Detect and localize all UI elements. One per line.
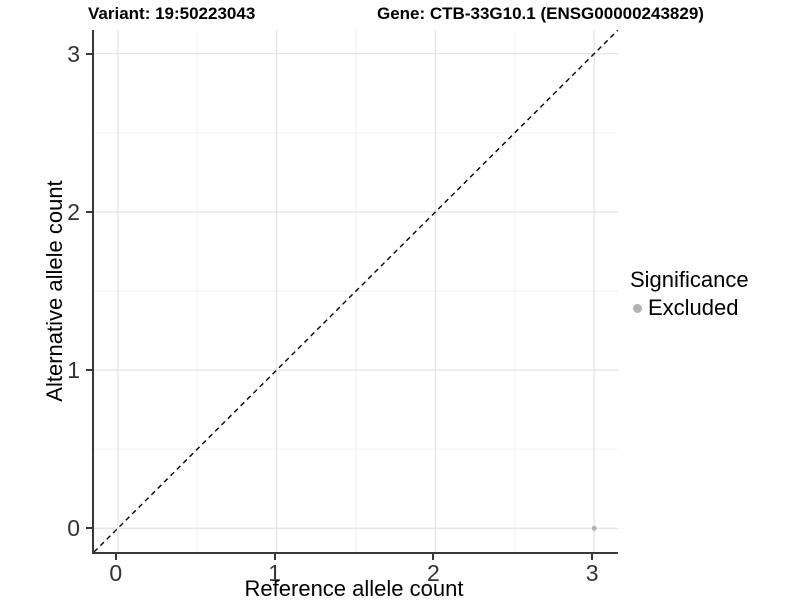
y-axis-tick xyxy=(86,52,92,55)
legend-title: Significance xyxy=(630,267,749,292)
x-axis-tick xyxy=(114,554,117,560)
plot-panel xyxy=(92,30,618,554)
plot-canvas xyxy=(94,30,618,552)
x-axis-title: Reference allele count xyxy=(244,576,464,600)
x-tick-label: 1 xyxy=(268,560,281,586)
x-tick-label: 3 xyxy=(585,560,599,586)
y-tick-label: 2 xyxy=(67,198,80,225)
x-axis-tick xyxy=(591,554,594,560)
legend-item: Excluded xyxy=(630,294,749,322)
legend-swatch-icon xyxy=(633,303,642,313)
legend: Significance Excluded xyxy=(630,266,749,322)
y-axis-title: Alternative allele count xyxy=(42,180,67,402)
legend-item-label: Excluded xyxy=(648,295,739,320)
y-axis-tick xyxy=(86,210,92,213)
data-point xyxy=(591,525,597,531)
identity-line xyxy=(94,30,618,552)
y-tick-label: 0 xyxy=(67,515,80,542)
y-tick-label: 1 xyxy=(67,357,80,384)
plot-title-gene: Gene: CTB-33G10.1 (ENSG00000243829) xyxy=(377,4,704,23)
plot-title-variant: Variant: 19:50223043 xyxy=(88,4,256,23)
y-axis-tick xyxy=(86,369,92,372)
x-tick-label: 2 xyxy=(426,560,440,586)
legend-items: Excluded xyxy=(630,294,749,322)
y-axis-tick xyxy=(86,527,92,530)
x-tick-label: 0 xyxy=(109,560,123,586)
x-axis-tick xyxy=(273,554,276,560)
y-tick-label: 3 xyxy=(67,40,80,67)
x-axis-tick xyxy=(432,554,435,560)
